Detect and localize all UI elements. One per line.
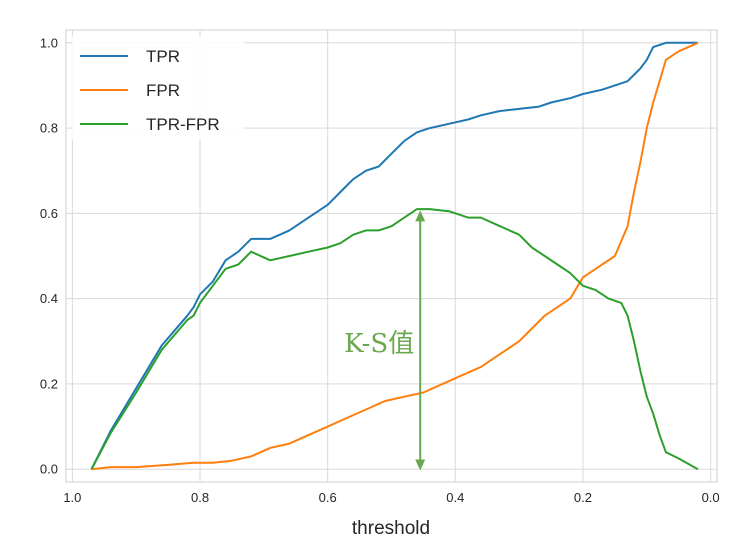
legend-label-tpr-fpr: TPR-FPR bbox=[146, 115, 220, 134]
legend: TPR FPR TPR-FPR bbox=[72, 36, 244, 140]
x-tick-label: 0.6 bbox=[319, 490, 337, 505]
series-line-fpr bbox=[91, 41, 699, 471]
x-tick-label: 0.8 bbox=[191, 490, 209, 505]
legend-label-fpr: FPR bbox=[146, 81, 180, 100]
y-tick-label: 0.4 bbox=[40, 291, 58, 306]
x-tick-label: 0.0 bbox=[702, 490, 720, 505]
series-line-tpr-fpr bbox=[90, 208, 699, 471]
y-tick-label: 0.2 bbox=[40, 376, 58, 391]
x-tick-labels: 1.0 0.8 0.6 0.4 0.2 0.0 bbox=[63, 490, 719, 505]
y-tick-labels: 0.0 0.2 0.4 0.6 0.8 1.0 bbox=[40, 35, 58, 476]
legend-label-tpr: TPR bbox=[146, 47, 180, 66]
ks-arrow-head-bottom bbox=[415, 459, 426, 471]
x-tick-label: 1.0 bbox=[63, 490, 81, 505]
x-axis-label: threshold bbox=[352, 518, 430, 539]
ks-annotation-label: K-S值 bbox=[344, 329, 414, 359]
y-tick-label: 1.0 bbox=[40, 35, 58, 50]
x-tick-label: 0.4 bbox=[446, 490, 464, 505]
ks-arrow-head-top bbox=[415, 210, 426, 222]
series-layer bbox=[90, 41, 699, 471]
y-tick-label: 0.6 bbox=[40, 206, 58, 221]
x-tick-label: 0.2 bbox=[574, 490, 592, 505]
annotation-layer: K-S值 bbox=[344, 210, 426, 471]
legend-frame bbox=[72, 36, 244, 140]
series-line-tpr bbox=[90, 41, 698, 470]
y-tick-label: 0.8 bbox=[40, 121, 58, 136]
y-tick-label: 0.0 bbox=[40, 462, 58, 477]
